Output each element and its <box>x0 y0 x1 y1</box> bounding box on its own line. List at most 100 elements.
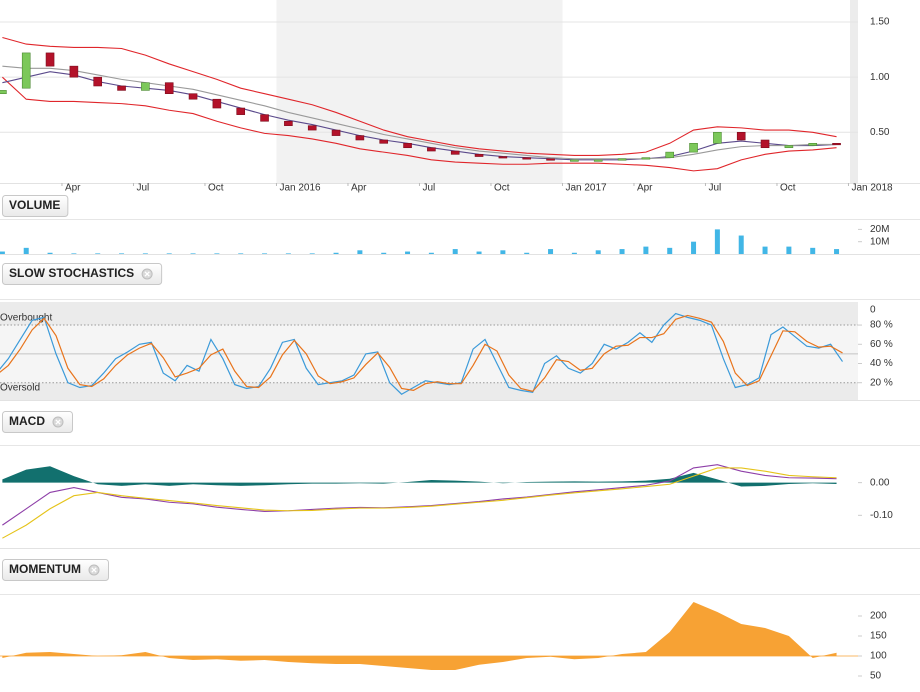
close-icon-cross <box>91 567 97 573</box>
close-icon-cross <box>144 271 150 277</box>
x-tick-label: Oct <box>780 183 796 194</box>
volume-bar <box>381 252 387 254</box>
momentum-area <box>2 602 837 670</box>
candle-body <box>141 82 150 91</box>
candle-body <box>832 143 841 146</box>
candle-body <box>498 156 508 159</box>
indicator-line <box>2 65 837 160</box>
volume-bar <box>238 253 244 254</box>
volume-bar <box>285 253 291 254</box>
candle-body <box>784 145 794 149</box>
candle-body <box>641 157 651 160</box>
indicator-button <box>2 263 163 285</box>
candle-body <box>593 159 603 162</box>
volume-bar <box>619 249 625 254</box>
y-tick-label: 150 <box>870 631 887 642</box>
volume-bar <box>548 249 554 254</box>
x-tick-label: Jul <box>708 183 721 194</box>
volume-bar <box>262 253 268 254</box>
panel: MACD -0.10 0.00 <box>0 411 920 549</box>
candle-body <box>212 98 222 109</box>
candle-body <box>0 90 7 95</box>
y-tick-label: 80 % <box>870 320 893 331</box>
y-tick-label: 0.50 <box>870 127 890 138</box>
candle-body <box>69 65 79 78</box>
x-tick-label: Apr <box>351 183 367 194</box>
macd-histogram <box>2 466 837 487</box>
volume-bar <box>738 235 744 254</box>
x-tick-label: Jul <box>136 183 149 194</box>
volume-bar <box>476 251 482 254</box>
candle-body <box>617 158 627 161</box>
candle-body <box>379 139 389 144</box>
y-tick-label: 40 % <box>870 358 893 369</box>
x-tick-label: Oct <box>208 183 224 194</box>
x-tick-label: Jan 2016 <box>279 183 321 194</box>
volume-bar <box>0 251 5 254</box>
candle-body <box>522 157 532 160</box>
macd-line <box>2 467 837 539</box>
candle-body <box>665 151 675 158</box>
volume-bar <box>142 253 148 254</box>
x-tick-label: Jul <box>422 183 435 194</box>
y-tick-label: 60 % <box>870 339 893 350</box>
volume-bar <box>595 250 601 254</box>
candle-body <box>93 76 103 87</box>
candle-body <box>45 52 55 67</box>
y-tick-label: 1.50 <box>870 17 890 28</box>
indicator-line <box>2 76 837 172</box>
volume-bar <box>500 250 506 254</box>
indicator-title: MOMENTUM <box>9 562 81 576</box>
candle-body <box>117 85 126 91</box>
volume-bar <box>762 246 768 254</box>
candle-body <box>427 147 436 152</box>
y-tick-label: 100 <box>870 651 887 662</box>
y-tick-label: 10M <box>870 236 889 247</box>
edge-shade <box>850 0 858 183</box>
candle-body <box>164 82 174 95</box>
candle-body <box>546 158 555 161</box>
candle-body <box>188 93 198 100</box>
period-shade <box>276 0 563 183</box>
y-tick-label: 20 % <box>870 377 893 388</box>
indicator-title: SLOW STOCHASTICS <box>9 266 134 280</box>
top-label: 0 <box>870 305 876 316</box>
volume-bar <box>643 246 649 254</box>
volume-bar <box>95 253 101 254</box>
macd-line <box>2 464 837 526</box>
candle-body <box>307 125 317 131</box>
indicator-title: MACD <box>9 414 45 428</box>
panel: SLOW STOCHASTICS 20 % 40 % 60 % 80 % Overboug… <box>0 263 920 401</box>
x-tick-label: Jan 2017 <box>565 183 607 194</box>
volume-bar <box>691 241 697 254</box>
volume-bar <box>834 249 840 254</box>
candle-body <box>736 131 746 141</box>
candle-body <box>450 150 460 155</box>
y-tick-label: 0.00 <box>870 477 890 488</box>
y-tick-label: 1.00 <box>870 72 890 83</box>
candle-body <box>236 107 246 115</box>
volume-bar <box>119 253 125 254</box>
indicator-line <box>2 36 837 156</box>
indicator-button <box>2 559 109 581</box>
x-tick-label: Apr <box>637 183 653 194</box>
x-tick-label: Jan 2018 <box>851 183 893 194</box>
volume-bar <box>405 251 411 254</box>
candle-body <box>331 129 341 136</box>
volume-bar <box>214 253 220 254</box>
level-label: Oversold <box>0 382 40 393</box>
y-tick-label: -0.10 <box>870 510 893 521</box>
volume-bar <box>23 247 29 254</box>
candle-body <box>260 114 269 122</box>
candle-body <box>474 154 484 157</box>
volume-bar <box>71 253 77 254</box>
volume-bar <box>667 247 673 254</box>
volume-bar <box>786 246 792 254</box>
candle-body <box>284 120 293 126</box>
candle-body <box>713 131 722 144</box>
indicator-title: VOLUME <box>9 198 60 212</box>
y-tick-label: 200 <box>870 611 887 622</box>
volume-bar <box>428 252 434 254</box>
